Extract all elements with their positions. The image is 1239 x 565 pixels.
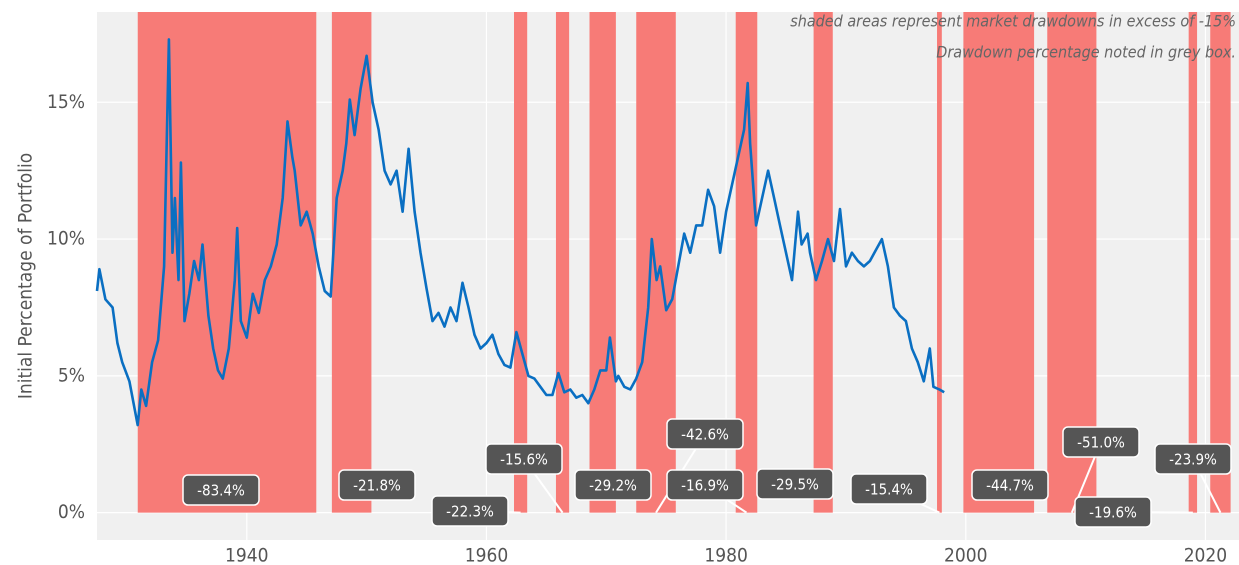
y-tick-label: 15% — [47, 91, 85, 113]
x-tick-label: 1940 — [225, 545, 269, 565]
drawdown-label-box — [850, 473, 928, 505]
drawdown-region — [735, 12, 758, 513]
drawdown-label-box — [1062, 426, 1140, 458]
drawdown-label-box — [338, 469, 416, 501]
drawdown-region — [589, 12, 616, 513]
drawdown-region — [937, 12, 942, 513]
annotation: shaded areas represent market drawdowns … — [790, 12, 1236, 31]
annotation: Drawdown percentage noted in grey box. — [936, 43, 1236, 62]
drawdown-label: -15.6% — [500, 451, 548, 469]
drawdown-label: -51.0% — [1077, 434, 1125, 452]
drawdown-label: -42.6% — [681, 426, 729, 444]
y-tick-label: 5% — [58, 364, 85, 386]
drawdown-label-box — [1154, 443, 1232, 475]
x-tick-label: 2020 — [1184, 545, 1228, 565]
drawdown-label: -83.4% — [197, 482, 245, 500]
drawdown-label: -29.5% — [771, 476, 819, 494]
drawdown-label-box — [756, 468, 834, 500]
y-tick-label: 10% — [47, 228, 85, 250]
drawdown-label-box — [431, 495, 509, 527]
drawdown-region — [514, 12, 528, 513]
x-tick-label: 1980 — [704, 545, 748, 565]
drawdown-label: -44.7% — [986, 477, 1034, 495]
drawdown-label: -21.8% — [353, 477, 401, 495]
y-tick-label: 0% — [58, 501, 85, 523]
drawdown-label: -22.3% — [446, 503, 494, 521]
drawdown-region — [331, 12, 372, 513]
x-tick-label: 2000 — [944, 545, 988, 565]
drawdown-region — [555, 12, 570, 513]
x-tick-label: 1960 — [465, 545, 509, 565]
y-axis-label: Initial Percentage of Portfolio — [15, 153, 37, 399]
drawdown-label: -16.9% — [681, 477, 729, 495]
drawdown-label: -29.2% — [589, 477, 637, 495]
drawdown-label-box — [666, 418, 744, 450]
drawdown-label-box — [971, 469, 1049, 501]
drawdown-label: -19.6% — [1089, 504, 1137, 522]
drawdown-label: -15.4% — [865, 481, 913, 499]
drawdown-region — [813, 12, 833, 513]
data-line — [95, 38, 945, 427]
drawdown-label: -23.9% — [1169, 451, 1217, 469]
drawdown-label-box — [182, 474, 260, 506]
drawdown-region — [1210, 12, 1231, 513]
drawdown-region — [963, 12, 1035, 513]
drawdown-label-box — [1074, 496, 1152, 528]
drawdown-region — [1188, 12, 1198, 513]
drawdown-label-box — [574, 469, 652, 501]
drawdown-label-box — [666, 469, 744, 501]
drawdown-label-box — [485, 443, 563, 475]
